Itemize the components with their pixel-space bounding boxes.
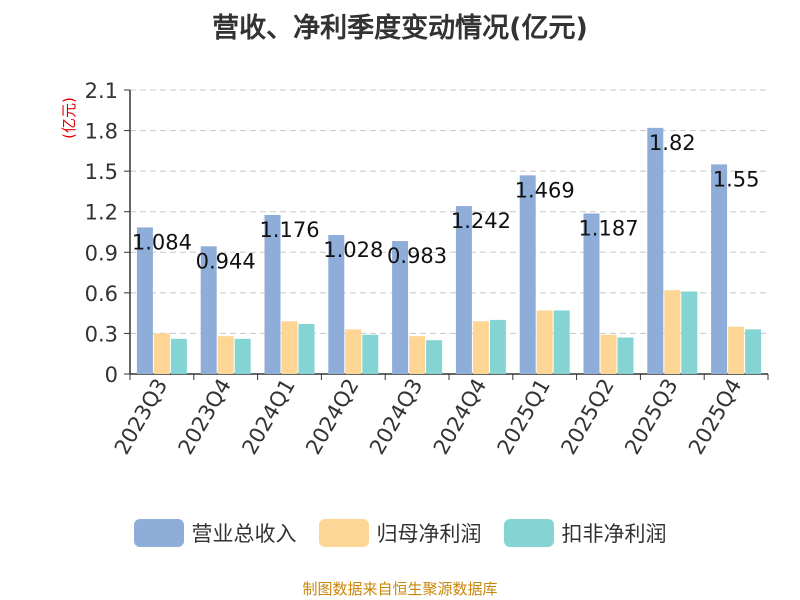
bar-revenue — [455, 206, 472, 374]
bar-deducted-profit — [298, 323, 315, 374]
x-tick-label: 2025Q2 — [556, 375, 618, 459]
x-tick-label: 2025Q3 — [620, 375, 682, 459]
data-label: 0.983 — [387, 244, 447, 268]
bar-deducted-profit — [234, 338, 251, 374]
bar-net-profit — [600, 334, 617, 374]
x-tick-label: 2023Q4 — [174, 375, 236, 459]
y-axis-label: (亿元) — [60, 97, 78, 139]
bar-revenue — [392, 241, 409, 374]
bar-deducted-profit — [489, 319, 506, 374]
bar-revenue — [711, 164, 728, 374]
legend-swatch-net-profit — [318, 519, 369, 547]
x-tick-label: 2024Q2 — [301, 375, 363, 459]
y-tick-label: 1.5 — [85, 160, 118, 184]
x-tick-label: 2023Q3 — [110, 375, 172, 459]
legend-label-revenue: 营业总收入 — [191, 522, 297, 546]
bar-net-profit — [281, 321, 298, 374]
bar-net-profit — [345, 329, 362, 374]
y-tick-label: 0.9 — [85, 241, 118, 265]
bar-deducted-profit — [426, 340, 443, 374]
bar-net-profit — [472, 321, 489, 374]
bar-deducted-profit — [745, 329, 762, 374]
x-tick-label: 2025Q1 — [493, 375, 555, 459]
data-label: 1.028 — [323, 238, 383, 262]
y-tick-label: 1.8 — [85, 120, 118, 144]
bar-deducted-profit — [681, 291, 698, 374]
bar-net-profit — [409, 336, 426, 374]
x-tick-label: 2024Q4 — [429, 375, 491, 459]
legend-swatch-revenue — [133, 519, 184, 547]
legend-label-deducted-profit: 扣非净利润 — [561, 522, 667, 546]
legend-item-deducted-profit[interactable]: 扣非净利润 — [503, 518, 667, 548]
y-tick-label: 0.6 — [85, 282, 118, 306]
bar-deducted-profit — [617, 337, 634, 374]
bar-net-profit — [536, 310, 553, 374]
bar-revenue — [328, 234, 345, 374]
data-label: 1.242 — [451, 209, 511, 233]
legend-item-net-profit[interactable]: 归母净利润 — [318, 518, 482, 548]
data-label: 1.176 — [259, 218, 319, 242]
bar-net-profit — [153, 333, 170, 374]
bar-revenue — [200, 246, 217, 374]
x-tick-label: 2025Q4 — [684, 375, 746, 459]
data-label: 1.187 — [578, 216, 638, 240]
bar-revenue — [264, 214, 281, 374]
y-tick-label: 1.2 — [85, 201, 118, 225]
bar-net-profit — [728, 326, 745, 374]
data-label: 1.55 — [713, 167, 760, 191]
chart: 0 0.3 0.6 0.9 1.2 1.5 1.8 2.1 (亿元) 2023Q3 1.084 202… — [60, 79, 769, 459]
bar-net-profit — [217, 336, 234, 374]
bar-revenue — [647, 127, 664, 374]
legend-label-net-profit: 归母净利润 — [376, 522, 482, 546]
legend-swatch-deducted-profit — [503, 519, 554, 547]
y-tick-label: 0.3 — [85, 322, 118, 346]
bar-deducted-profit — [362, 334, 379, 374]
bar-net-profit — [664, 290, 681, 374]
legend: 营业总收入 归母净利润 扣非净利润 — [0, 518, 800, 548]
bar-revenue — [136, 227, 153, 374]
y-tick-label: 0 — [105, 363, 118, 387]
data-label: 1.82 — [649, 131, 696, 155]
data-label: 1.469 — [515, 178, 575, 202]
legend-item-revenue[interactable]: 营业总收入 — [133, 518, 297, 548]
data-label: 0.944 — [196, 249, 256, 273]
bar-deducted-profit — [170, 338, 187, 374]
y-tick-label: 2.1 — [85, 79, 118, 103]
data-label: 1.084 — [132, 230, 192, 254]
chart-title: 营收、净利季度变动情况(亿元) — [212, 13, 588, 44]
bar-revenue — [519, 175, 536, 374]
x-tick-label: 2024Q3 — [365, 375, 427, 459]
x-tick-label: 2024Q1 — [237, 375, 299, 459]
bar-deducted-profit — [553, 310, 570, 374]
bar-revenue — [583, 213, 600, 374]
source-note: 制图数据来自恒生聚源数据库 — [302, 580, 498, 598]
